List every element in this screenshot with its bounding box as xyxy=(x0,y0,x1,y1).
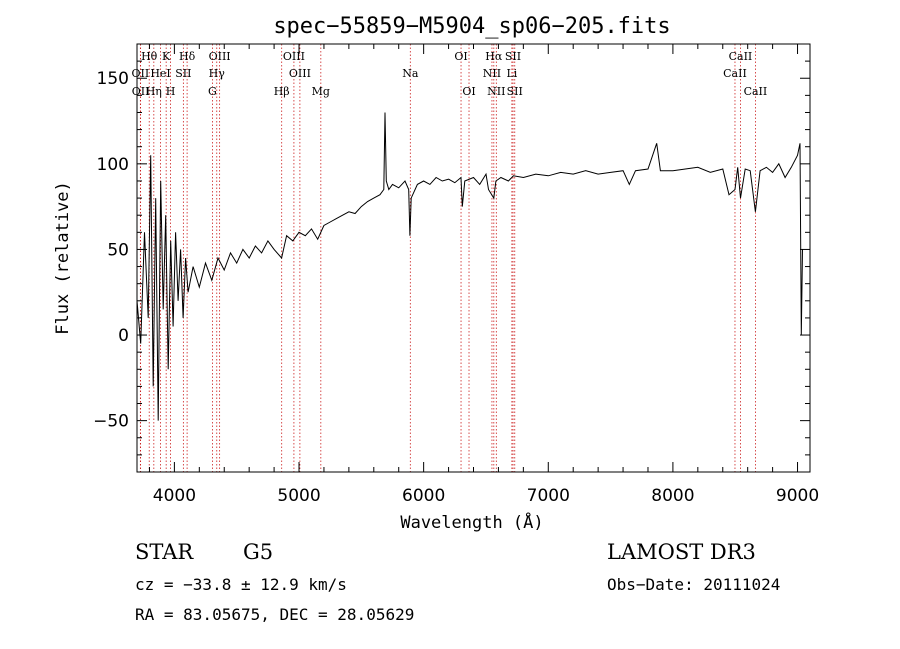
emission-line-markers xyxy=(139,44,756,472)
emission-line-label: OI xyxy=(454,50,467,63)
y-tick-label: 100 xyxy=(97,155,129,175)
emission-line-label: Mg xyxy=(312,85,330,98)
emission-line-label: Hβ xyxy=(274,85,290,98)
emission-line-label: CaII xyxy=(744,85,768,98)
spectrum-series-line xyxy=(136,112,803,421)
emission-line-label: OIII xyxy=(289,67,311,80)
x-axis-ticks: 4000 5000 6000 7000 8000 9000 xyxy=(148,44,819,506)
emission-line-label: OII xyxy=(132,67,150,80)
emission-line-label: H xyxy=(166,85,176,98)
object-class: STAR xyxy=(135,540,194,564)
emission-line-label: SII xyxy=(175,67,191,80)
emission-line-label: OI xyxy=(462,85,475,98)
emission-line-label: CaII xyxy=(729,50,753,63)
emission-line-label: Hα xyxy=(485,50,503,63)
survey-name: LAMOST DR3 xyxy=(607,540,756,564)
emission-line-label: OIII xyxy=(209,50,231,63)
emission-line-label: Hη xyxy=(146,85,162,98)
x-tick-label: 6000 xyxy=(402,486,445,506)
emission-line-label: CaII xyxy=(723,67,747,80)
emission-line-label: Hθ xyxy=(141,50,158,63)
emission-line-label: OII xyxy=(132,85,150,98)
observation-date: Obs−Date: 20111024 xyxy=(607,575,781,594)
emission-line-label: NII xyxy=(483,67,501,80)
y-tick-label: 0 xyxy=(118,326,129,346)
emission-line-label: OIII xyxy=(283,50,305,63)
emission-line-label: Na xyxy=(402,67,419,80)
emission-line-label: Hδ xyxy=(179,50,196,63)
object-subclass: G5 xyxy=(243,540,274,564)
x-tick-label: 9000 xyxy=(776,486,819,506)
emission-line-label: HeI xyxy=(150,67,170,80)
emission-line-label: NII xyxy=(487,85,505,98)
x-tick-label: 5000 xyxy=(277,486,320,506)
emission-line-label: Hγ xyxy=(209,67,226,80)
emission-line-label: Li xyxy=(506,67,517,80)
x-axis-label: Wavelength (Å) xyxy=(400,511,543,533)
y-tick-label: 50 xyxy=(107,240,129,260)
x-tick-label: 7000 xyxy=(527,486,570,506)
spectrum-chart: spec−55859−M5904_sp06−205.fits Hθ K Hδ OIII… xyxy=(53,14,819,533)
plot-frame xyxy=(136,43,811,473)
emission-line-label: K xyxy=(162,50,171,63)
redshift-velocity: cz = −33.8 ± 12.9 km/s xyxy=(135,575,347,594)
sky-coordinates: RA = 83.05675, DEC = 28.05629 xyxy=(135,605,415,624)
x-tick-label: 8000 xyxy=(651,486,694,506)
chart-title: spec−55859−M5904_sp06−205.fits xyxy=(273,14,670,39)
y-axis-label: Flux (relative) xyxy=(53,181,73,335)
y-axis-ticks: −50 0 50 100 150 xyxy=(93,60,810,456)
emission-line-label: G xyxy=(208,85,217,98)
x-tick-label: 4000 xyxy=(153,486,196,506)
emission-line-label: SII xyxy=(507,85,523,98)
y-tick-label: 150 xyxy=(97,69,129,89)
emission-line-label: SII xyxy=(505,50,521,63)
y-tick-label: −50 xyxy=(93,412,129,432)
